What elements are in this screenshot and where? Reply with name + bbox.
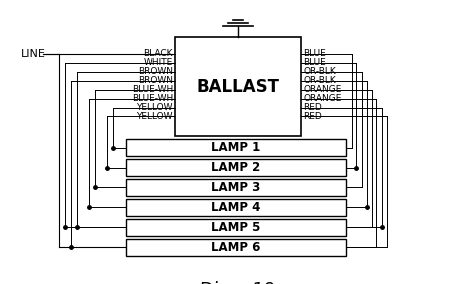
Text: LINE: LINE (21, 49, 46, 59)
Text: Diag. 19: Diag. 19 (199, 281, 275, 284)
Text: BROWN: BROWN (138, 76, 173, 85)
Bar (175, 37, 301, 136)
Text: LAMP 6: LAMP 6 (211, 241, 261, 254)
Bar (126, 219, 346, 236)
Text: OR-BLK: OR-BLK (303, 67, 336, 76)
Text: LAMP 5: LAMP 5 (211, 221, 261, 234)
Text: LAMP 4: LAMP 4 (211, 201, 261, 214)
Bar (126, 139, 346, 156)
Text: YELLOW: YELLOW (137, 112, 173, 121)
Bar (126, 179, 346, 196)
Text: BLUE-WH: BLUE-WH (132, 94, 173, 103)
Text: ORANGE: ORANGE (303, 94, 342, 103)
Text: BLACK: BLACK (144, 49, 173, 59)
Text: RED: RED (303, 103, 322, 112)
Text: BROWN: BROWN (138, 67, 173, 76)
Text: RED: RED (303, 112, 322, 121)
Text: YELLOW: YELLOW (137, 103, 173, 112)
Bar (126, 159, 346, 176)
Bar (126, 199, 346, 216)
Text: LAMP 1: LAMP 1 (211, 141, 260, 154)
Text: LAMP 2: LAMP 2 (211, 161, 260, 174)
Text: OR-BLK: OR-BLK (303, 76, 336, 85)
Text: BLUE-WH: BLUE-WH (132, 85, 173, 94)
Text: BLUE: BLUE (303, 49, 326, 59)
Text: WHITE: WHITE (144, 59, 173, 67)
Text: LAMP 3: LAMP 3 (211, 181, 260, 194)
Text: BALLAST: BALLAST (197, 78, 280, 96)
Text: ORANGE: ORANGE (303, 85, 342, 94)
Text: BLUE: BLUE (303, 59, 326, 67)
Bar (126, 239, 346, 256)
